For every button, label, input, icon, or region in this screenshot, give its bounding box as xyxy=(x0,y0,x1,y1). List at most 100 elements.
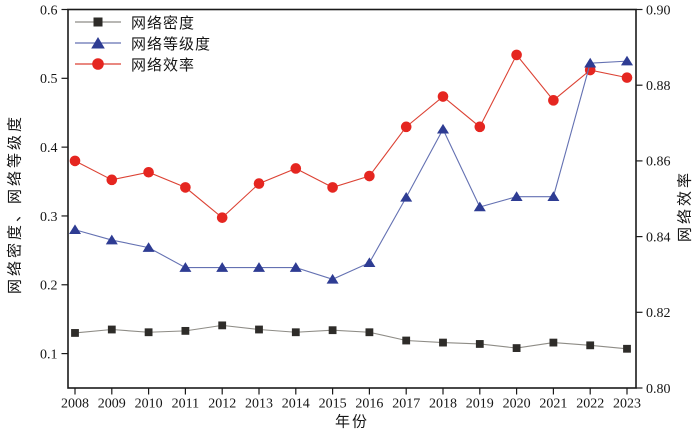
efficiency-swatch xyxy=(75,58,121,70)
data-point xyxy=(473,201,486,212)
data-point xyxy=(181,326,190,335)
data-point xyxy=(400,121,412,133)
data-point xyxy=(439,338,447,347)
data-point xyxy=(586,341,595,350)
svg-text:0.4: 0.4 xyxy=(40,141,58,156)
svg-text:2011: 2011 xyxy=(172,397,199,412)
data-point xyxy=(255,325,263,334)
data-point xyxy=(510,191,523,201)
data-point xyxy=(549,338,558,347)
x-axis-ticks: 2008 2009 2010 2011 2012 2013 2014 2015 2016 2017… xyxy=(61,388,641,412)
svg-text:2012: 2012 xyxy=(208,397,236,412)
series-triangle xyxy=(69,55,633,284)
x-axis-title: 年份 xyxy=(334,414,370,431)
svg-text:2022: 2022 xyxy=(576,397,604,412)
data-point xyxy=(69,155,81,167)
data-point xyxy=(179,262,192,272)
svg-text:0.86: 0.86 xyxy=(646,155,671,170)
data-point xyxy=(142,242,155,252)
data-point xyxy=(289,262,302,272)
svg-text:2013: 2013 xyxy=(245,397,273,412)
svg-text:2014: 2014 xyxy=(282,397,310,412)
left-y-axis-title: 网络密度、网络等级度 xyxy=(7,113,24,295)
svg-text:0.88: 0.88 xyxy=(646,79,671,94)
data-point xyxy=(437,91,449,102)
svg-text:0.1: 0.1 xyxy=(40,347,58,362)
svg-text:0.82: 0.82 xyxy=(646,306,671,321)
data-point xyxy=(180,182,191,193)
data-point xyxy=(548,95,559,106)
legend-label-hierarchy: 网络等级度 xyxy=(131,36,212,53)
data-point xyxy=(363,257,376,268)
data-point xyxy=(437,123,449,134)
data-point xyxy=(291,328,300,337)
data-point xyxy=(218,321,227,330)
data-point xyxy=(253,262,265,272)
data-point xyxy=(512,344,521,352)
svg-text:2023: 2023 xyxy=(613,397,641,412)
legend: 网络密度 网络等级度 网络效率 xyxy=(74,14,211,77)
legend-item-efficiency: 网络效率 xyxy=(74,56,211,74)
data-point xyxy=(547,191,560,201)
square-marker-icon xyxy=(93,17,103,27)
data-point xyxy=(621,55,633,66)
series-square xyxy=(71,321,631,353)
svg-text:0.80: 0.80 xyxy=(646,382,671,397)
right-y-axis-title: 网络效率 xyxy=(677,169,694,243)
triangle-marker-icon xyxy=(91,37,105,49)
data-point xyxy=(144,328,153,337)
svg-text:2019: 2019 xyxy=(466,397,494,412)
data-point xyxy=(143,166,154,178)
legend-item-density: 网络密度 xyxy=(74,14,211,32)
data-point xyxy=(400,191,413,202)
data-point xyxy=(69,224,81,235)
legend-label-density: 网络密度 xyxy=(131,15,196,32)
data-point xyxy=(584,57,597,68)
data-point xyxy=(326,273,339,284)
hierarchy-swatch xyxy=(75,37,121,49)
data-point xyxy=(365,328,374,337)
data-point xyxy=(216,212,228,223)
data-point xyxy=(402,336,411,345)
data-point xyxy=(327,182,338,193)
legend-label-efficiency: 网络效率 xyxy=(131,57,196,74)
svg-text:0.3: 0.3 xyxy=(40,210,58,225)
svg-text:2017: 2017 xyxy=(392,397,420,412)
svg-text:0.2: 0.2 xyxy=(40,279,58,294)
svg-text:0.90: 0.90 xyxy=(646,3,671,18)
plot-frame xyxy=(67,8,637,389)
data-point xyxy=(364,170,375,182)
data-point xyxy=(106,174,118,186)
series-circle xyxy=(69,49,633,223)
legend-item-hierarchy: 网络等级度 xyxy=(74,35,212,53)
density-swatch xyxy=(75,17,121,27)
left-axis-ticks: 0.1 0.2 0.3 0.4 0.5 0.6 xyxy=(40,3,68,362)
svg-text:2020: 2020 xyxy=(503,397,531,412)
right-axis-ticks: 0.80 0.82 0.84 0.86 0.88 0.90 xyxy=(636,3,671,397)
data-point xyxy=(474,121,486,133)
svg-text:2016: 2016 xyxy=(355,397,383,412)
data-point xyxy=(290,163,302,174)
svg-text:2021: 2021 xyxy=(539,397,567,412)
data-point xyxy=(328,326,337,335)
data-point xyxy=(105,234,118,245)
data-point xyxy=(107,325,116,334)
data-point xyxy=(621,72,633,83)
svg-text:0.84: 0.84 xyxy=(646,230,671,245)
svg-text:0.6: 0.6 xyxy=(40,3,58,18)
svg-text:2015: 2015 xyxy=(319,397,347,412)
data-point xyxy=(216,262,229,272)
svg-text:2018: 2018 xyxy=(429,397,457,412)
svg-text:2010: 2010 xyxy=(135,397,163,412)
circle-marker-icon xyxy=(92,58,104,70)
svg-text:2008: 2008 xyxy=(61,397,89,412)
data-point xyxy=(253,178,265,189)
data-point xyxy=(475,340,484,348)
svg-text:0.5: 0.5 xyxy=(40,72,58,87)
data-point xyxy=(71,329,79,337)
svg-text:2009: 2009 xyxy=(98,397,126,412)
data-point xyxy=(623,344,631,353)
data-point xyxy=(511,49,522,61)
